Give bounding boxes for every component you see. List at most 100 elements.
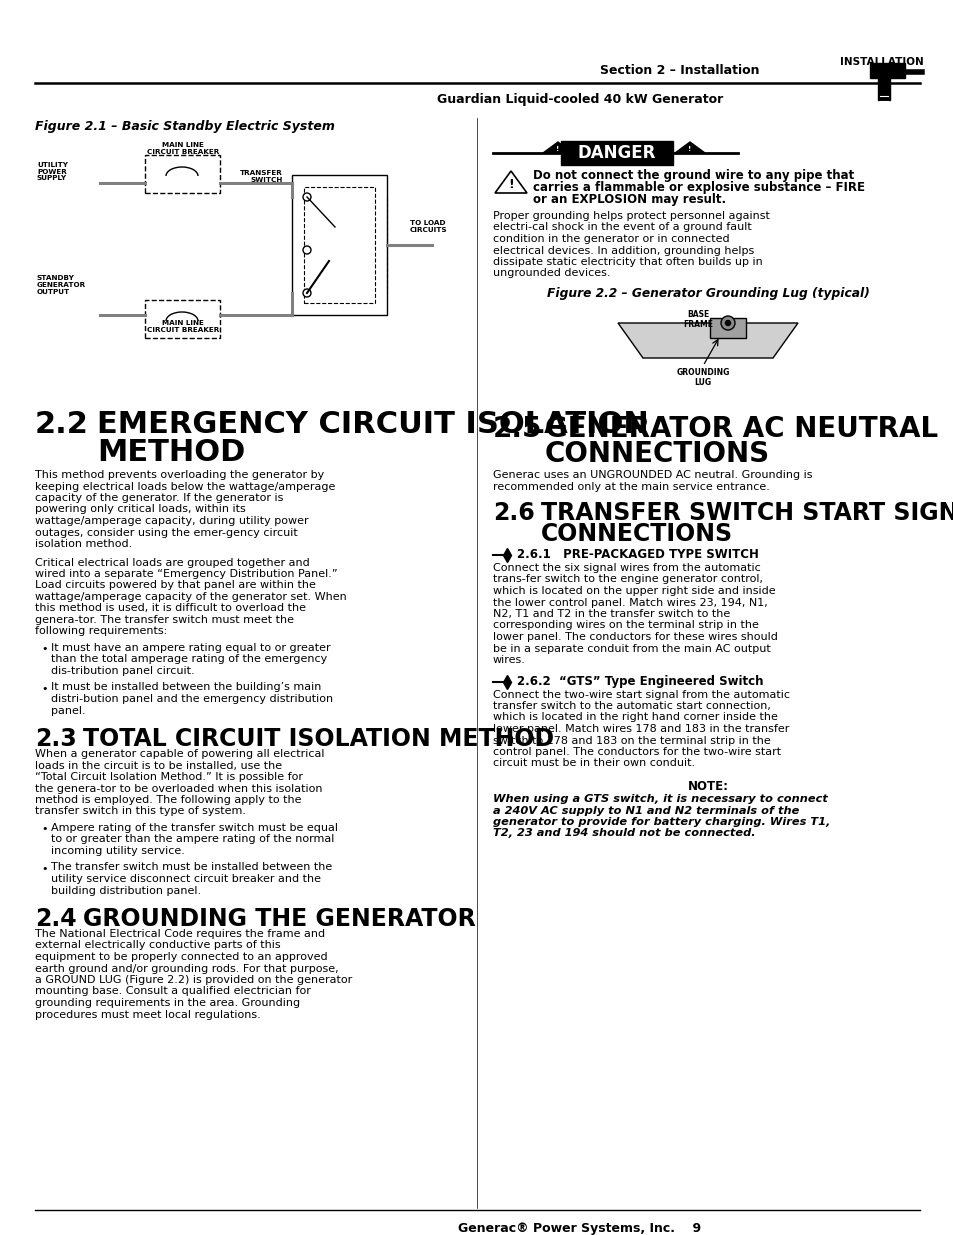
Text: procedures must meet local regulations.: procedures must meet local regulations.	[35, 1009, 260, 1020]
Text: the lower control panel. Match wires 23, 194, N1,: the lower control panel. Match wires 23,…	[493, 598, 767, 608]
Text: Figure 2.1 – Basic Standby Electric System: Figure 2.1 – Basic Standby Electric Syst…	[35, 120, 335, 133]
Text: GROUNDING
LUG: GROUNDING LUG	[676, 368, 729, 388]
Text: Figure 2.2 – Generator Grounding Lug (typical): Figure 2.2 – Generator Grounding Lug (ty…	[546, 287, 869, 300]
Text: !: !	[688, 146, 691, 152]
Text: which is located in the right hand corner inside the: which is located in the right hand corne…	[493, 713, 777, 722]
Text: When using a GTS switch, it is necessary to connect: When using a GTS switch, it is necessary…	[493, 794, 827, 804]
Text: the genera-tor to be overloaded when this isolation: the genera-tor to be overloaded when thi…	[35, 783, 322, 794]
Text: loads in the circuit is to be installed, use the: loads in the circuit is to be installed,…	[35, 761, 282, 771]
Text: wired into a separate “Emergency Distribution Panel.”: wired into a separate “Emergency Distrib…	[35, 569, 337, 579]
Text: dis-tribution panel circuit.: dis-tribution panel circuit.	[51, 666, 194, 676]
Text: circuit must be in their own conduit.: circuit must be in their own conduit.	[493, 758, 695, 768]
Text: Ampere rating of the transfer switch must be equal: Ampere rating of the transfer switch mus…	[51, 823, 337, 832]
Text: mounting base. Consult a qualified electrician for: mounting base. Consult a qualified elect…	[35, 987, 311, 997]
Text: When a generator capable of powering all electrical: When a generator capable of powering all…	[35, 748, 324, 760]
Text: Proper grounding helps protect personnel against: Proper grounding helps protect personnel…	[493, 211, 769, 221]
Text: capacity of the generator. If the generator is: capacity of the generator. If the genera…	[35, 493, 283, 503]
Text: TRANSFER SWITCH START SIGNAL: TRANSFER SWITCH START SIGNAL	[540, 501, 953, 525]
Text: a GROUND LUG (Figure 2.2) is provided on the generator: a GROUND LUG (Figure 2.2) is provided on…	[35, 974, 352, 986]
Text: dissipate static electricity that often builds up in: dissipate static electricity that often …	[493, 257, 762, 267]
Text: !: !	[508, 178, 514, 190]
Text: 2.3: 2.3	[35, 727, 76, 751]
Text: It must be installed between the building’s main: It must be installed between the buildin…	[51, 683, 321, 693]
Text: panel.: panel.	[51, 705, 86, 715]
Text: !: !	[556, 146, 559, 152]
Text: or an EXPLOSION may result.: or an EXPLOSION may result.	[533, 193, 725, 206]
Text: method is employed. The following apply to the: method is employed. The following apply …	[35, 795, 301, 805]
Circle shape	[303, 193, 311, 201]
Text: 2.6.2  “GTS” Type Engineered Switch: 2.6.2 “GTS” Type Engineered Switch	[517, 674, 762, 688]
Text: This method prevents overloading the generator by: This method prevents overloading the gen…	[35, 471, 324, 480]
Text: EMERGENCY CIRCUIT ISOLATION: EMERGENCY CIRCUIT ISOLATION	[97, 410, 648, 438]
Bar	[145, 300, 220, 338]
Text: TOTAL CIRCUIT ISOLATION METHOD: TOTAL CIRCUIT ISOLATION METHOD	[83, 727, 554, 751]
Circle shape	[303, 289, 311, 296]
Text: Critical electrical loads are grouped together and: Critical electrical loads are grouped to…	[35, 557, 310, 568]
Text: 2.2: 2.2	[35, 410, 89, 438]
Text: wattage/amperage capacity of the generator set. When: wattage/amperage capacity of the generat…	[35, 592, 346, 601]
Text: control panel. The conductors for the two-wire start: control panel. The conductors for the tw…	[493, 747, 781, 757]
Text: trans-fer switch to the engine generator control,: trans-fer switch to the engine generator…	[493, 574, 762, 584]
Text: Generac uses an UNGROUNDED AC neutral. Grounding is: Generac uses an UNGROUNDED AC neutral. G…	[493, 471, 812, 480]
Polygon shape	[495, 170, 526, 193]
Text: outages, consider using the emer-gency circuit: outages, consider using the emer-gency c…	[35, 527, 297, 537]
Text: powering only critical loads, within its: powering only critical loads, within its	[35, 505, 246, 515]
Text: wattage/amperage capacity, during utility power: wattage/amperage capacity, during utilit…	[35, 516, 309, 526]
Text: building distribution panel.: building distribution panel.	[51, 885, 201, 895]
Text: than the total amperage rating of the emergency: than the total amperage rating of the em…	[51, 655, 327, 664]
Text: this method is used, it is difficult to overload the: this method is used, it is difficult to …	[35, 604, 306, 614]
Text: Do not connect the ground wire to any pipe that: Do not connect the ground wire to any pi…	[533, 169, 853, 182]
Text: external electrically conductive parts of this: external electrically conductive parts o…	[35, 941, 280, 951]
Text: The National Electrical Code requires the frame and: The National Electrical Code requires th…	[35, 929, 325, 939]
Text: •: •	[41, 683, 48, 694]
Bar	[292, 175, 387, 315]
Text: electri-cal shock in the event of a ground fault: electri-cal shock in the event of a grou…	[493, 222, 751, 232]
Text: utility service disconnect circuit breaker and the: utility service disconnect circuit break…	[51, 874, 320, 884]
Text: TRANSFER
SWITCH: TRANSFER SWITCH	[240, 170, 283, 183]
Bar	[877, 78, 889, 100]
Text: •: •	[41, 824, 48, 834]
Bar	[869, 63, 904, 78]
Text: The transfer switch must be installed between the: The transfer switch must be installed be…	[51, 862, 332, 872]
Text: Generac® Power Systems, Inc.    9: Generac® Power Systems, Inc. 9	[458, 1221, 700, 1235]
Text: corresponding wires on the terminal strip in the: corresponding wires on the terminal stri…	[493, 620, 758, 631]
Text: transfer switch in this type of system.: transfer switch in this type of system.	[35, 806, 246, 816]
Text: 2.4: 2.4	[35, 906, 76, 931]
Text: genera-tor. The transfer switch must meet the: genera-tor. The transfer switch must mee…	[35, 615, 294, 625]
Bar	[304, 186, 375, 303]
Text: keeping electrical loads below the wattage/amperage: keeping electrical loads below the watta…	[35, 482, 335, 492]
Polygon shape	[542, 142, 573, 153]
Polygon shape	[675, 142, 704, 153]
Text: It must have an ampere rating equal to or greater: It must have an ampere rating equal to o…	[51, 643, 331, 653]
Text: earth ground and/or grounding rods. For that purpose,: earth ground and/or grounding rods. For …	[35, 963, 338, 973]
Circle shape	[720, 316, 734, 330]
Text: ungrounded devices.: ungrounded devices.	[493, 268, 610, 279]
Text: STANDBY
GENERATOR
OUTPUT: STANDBY GENERATOR OUTPUT	[37, 275, 86, 294]
Text: generator to provide for battery charging. Wires T1,: generator to provide for battery chargin…	[493, 818, 829, 827]
Text: MAIN LINE
CIRCUIT BREAKER: MAIN LINE CIRCUIT BREAKER	[147, 320, 219, 332]
Text: NOTE:: NOTE:	[687, 781, 728, 793]
Text: GROUNDING THE GENERATOR: GROUNDING THE GENERATOR	[83, 906, 476, 931]
Text: distri-bution panel and the emergency distribution: distri-bution panel and the emergency di…	[51, 694, 333, 704]
Text: electrical devices. In addition, grounding helps: electrical devices. In addition, groundi…	[493, 246, 754, 256]
Text: METHOD: METHOD	[97, 438, 245, 467]
Text: “Total Circuit Isolation Method.” It is possible for: “Total Circuit Isolation Method.” It is …	[35, 772, 303, 782]
Text: Guardian Liquid-cooled 40 kW Generator: Guardian Liquid-cooled 40 kW Generator	[436, 94, 722, 106]
Text: Connect the six signal wires from the automatic: Connect the six signal wires from the au…	[493, 563, 760, 573]
Text: condition in the generator or in connected: condition in the generator or in connect…	[493, 233, 729, 245]
Text: MAIN LINE
CIRCUIT BREAKER: MAIN LINE CIRCUIT BREAKER	[147, 142, 219, 154]
Text: be in a separate conduit from the main AC output: be in a separate conduit from the main A…	[493, 643, 770, 653]
Text: recommended only at the main service entrance.: recommended only at the main service ent…	[493, 482, 769, 492]
Text: which is located on the upper right side and inside: which is located on the upper right side…	[493, 585, 775, 597]
Text: isolation method.: isolation method.	[35, 538, 132, 550]
Text: DANGER: DANGER	[578, 144, 656, 162]
Text: 2.6: 2.6	[493, 501, 535, 525]
Bar	[709, 317, 745, 338]
Text: UTILITY
POWER
SUPPLY: UTILITY POWER SUPPLY	[37, 162, 68, 182]
Text: Section 2 – Installation: Section 2 – Installation	[599, 63, 760, 77]
Text: N2, T1 and T2 in the transfer switch to the: N2, T1 and T2 in the transfer switch to …	[493, 609, 729, 619]
Text: INSTALLATION: INSTALLATION	[840, 57, 923, 67]
Text: •: •	[41, 643, 48, 655]
Text: following requirements:: following requirements:	[35, 626, 167, 636]
Text: 2.5: 2.5	[493, 415, 542, 443]
